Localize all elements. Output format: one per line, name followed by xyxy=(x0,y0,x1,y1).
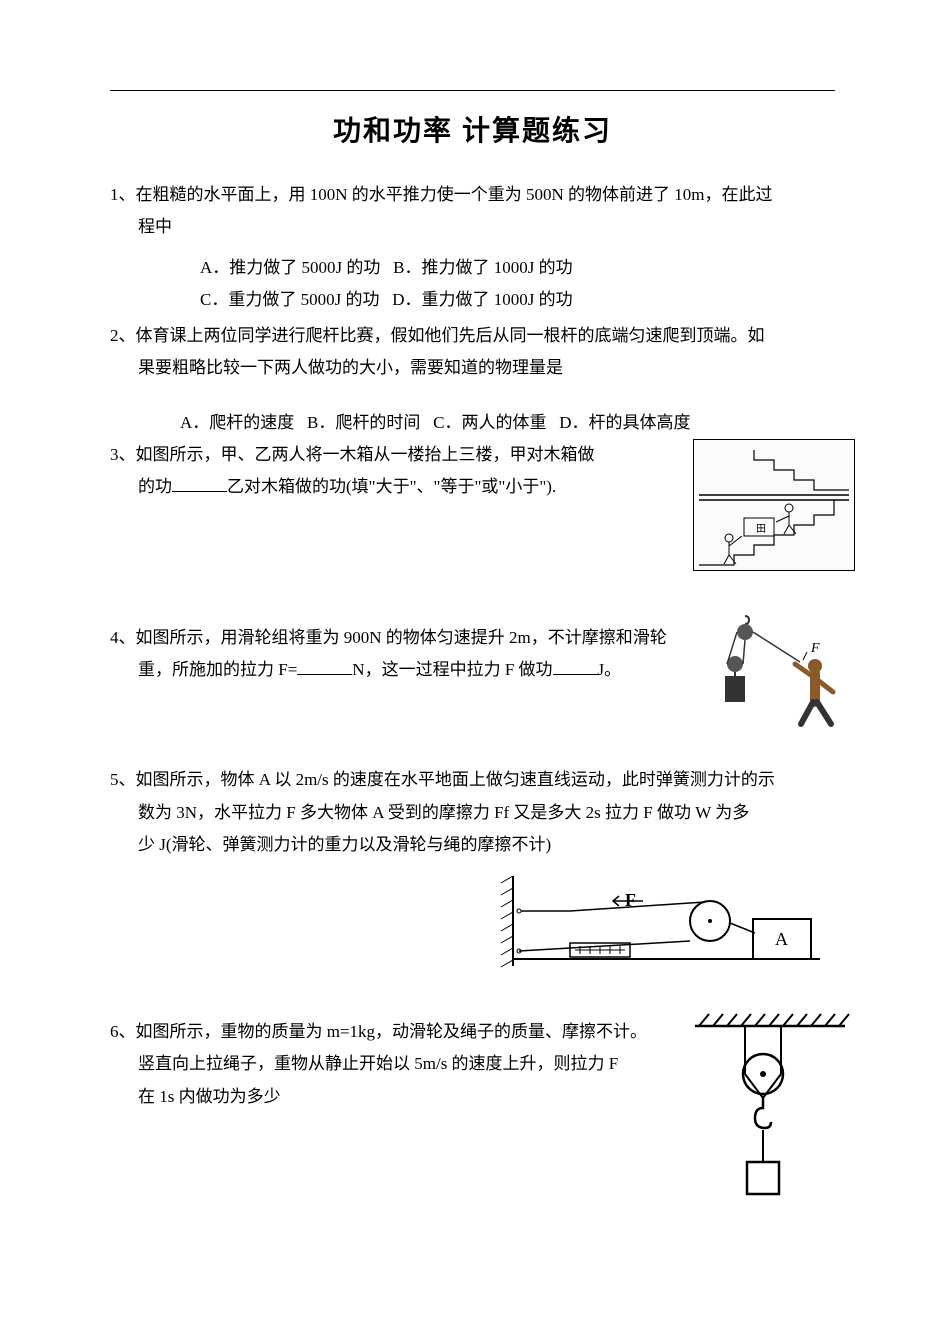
figure-horizontal-pulley-wrap: F A xyxy=(110,871,835,986)
q3-number: 3、 xyxy=(110,445,136,464)
q4-blank2 xyxy=(553,657,598,675)
q6-line2: 竖直向上拉绳子，重物从静止开始以 5m/s 的速度上升，则拉力 F xyxy=(110,1048,655,1080)
q2-optB: B．爬杆的时间 xyxy=(307,413,420,432)
q3-line1: 如图所示，甲、乙两人将一木箱从一楼抬上三楼，甲对木箱做 xyxy=(136,445,595,464)
question-5: 5、如图所示，物体 A 以 2m/s 的速度在水平地面上做匀速直线运动，此时弹簧… xyxy=(110,764,835,861)
q1-number: 1、 xyxy=(110,185,136,204)
question-3-wrap: 3、如图所示，甲、乙两人将一木箱从一楼抬上三楼，甲对木箱做 的功 乙对木箱做的功(… xyxy=(110,439,835,504)
q2-options: A．爬杆的速度 B．爬杆的时间 C．两人的体重 D．杆的具体高度 xyxy=(110,407,835,439)
q2-optC: C．两人的体重 xyxy=(433,413,546,432)
page: 功和功率 计算题练习 1、在粗糙的水平面上，用 100N 的水平推力使一个重为 … xyxy=(0,0,945,1336)
figure-pulley-man: F xyxy=(715,614,865,729)
pulley-man-icon: F xyxy=(715,614,865,729)
question-6-wrap: 6、如图所示，重物的质量为 m=1kg，动滑轮及绳子的质量、摩擦不计。 竖直向上… xyxy=(110,1016,835,1113)
horizontal-pulley-icon: F A xyxy=(495,871,825,981)
q4-number: 4、 xyxy=(110,628,136,647)
q2-optD: D．杆的具体高度 xyxy=(559,413,690,432)
q6-line1: 如图所示，重物的质量为 m=1kg，动滑轮及绳子的质量、摩擦不计。 xyxy=(136,1022,648,1041)
q1-options-row2: C．重力做了 5000J 的功 D．重力做了 1000J 的功 xyxy=(110,284,835,316)
q5-line3: 少 J(滑轮、弹簧测力计的重力以及滑轮与绳的摩擦不计) xyxy=(110,829,835,861)
q5-line2: 数为 3N，水平拉力 F 多大物体 A 受到的摩擦力 Ff 又是多大 2s 拉力… xyxy=(110,797,835,829)
q4-pre: 重，所施加的拉力 F= xyxy=(138,660,297,679)
q2-optA: A．爬杆的速度 xyxy=(180,413,294,432)
q4-blank1 xyxy=(297,657,352,675)
stairs-icon: 田 xyxy=(693,439,855,571)
q5-number: 5、 xyxy=(110,770,136,789)
q4-post: J。 xyxy=(598,660,622,679)
q1-options-row1: A．推力做了 5000J 的功 B．推力做了 1000J 的功 xyxy=(110,252,835,284)
q3-line2: 的功 乙对木箱做的功(填"大于"、"等于"或"小于"). xyxy=(110,471,655,503)
question-4-wrap: 4、如图所示，用滑轮组将重为 900N 的物体匀速提升 2m，不计摩擦和滑轮 重… xyxy=(110,622,835,687)
q3-pre: 的功 xyxy=(138,477,172,496)
figure-stairs: 田 xyxy=(693,439,855,576)
q3-post: 乙对木箱做的功(填"大于"、"等于"或"小于"). xyxy=(227,477,556,496)
q2-line2: 果要粗略比较一下两人做功的大小，需要知道的物理量是 xyxy=(110,352,835,384)
q1-line2: 程中 xyxy=(110,211,835,243)
q1-optC: C．重力做了 5000J 的功 xyxy=(200,290,379,309)
q6-number: 6、 xyxy=(110,1022,136,1041)
q2-number: 2、 xyxy=(110,326,136,345)
q4-line2: 重，所施加的拉力 F= N，这一过程中拉力 F 做功 J。 xyxy=(110,654,675,686)
document-title: 功和功率 计算题练习 xyxy=(110,109,835,149)
q1-line1: 在粗糙的水平面上，用 100N 的水平推力使一个重为 500N 的物体前进了 1… xyxy=(136,185,773,204)
vertical-pulley-icon xyxy=(685,1012,855,1202)
q3-blank xyxy=(172,474,227,492)
q6-line3: 在 1s 内做功为多少 xyxy=(110,1081,655,1113)
svg-text:田: 田 xyxy=(756,524,766,535)
q4-mid: N，这一过程中拉力 F 做功 xyxy=(352,660,552,679)
question-1: 1、在粗糙的水平面上，用 100N 的水平推力使一个重为 500N 的物体前进了… xyxy=(110,179,835,244)
q1-optA: A．推力做了 5000J 的功 xyxy=(200,258,380,277)
question-2: 2、体育课上两位同学进行爬杆比赛，假如他们先后从同一根杆的底端匀速爬到顶端。如 … xyxy=(110,320,835,385)
top-rule xyxy=(110,90,835,91)
q1-optB: B．推力做了 1000J 的功 xyxy=(393,258,572,277)
q4-line1: 如图所示，用滑轮组将重为 900N 的物体匀速提升 2m，不计摩擦和滑轮 xyxy=(136,628,667,647)
q5-line1: 如图所示，物体 A 以 2m/s 的速度在水平地面上做匀速直线运动，此时弹簧测力… xyxy=(136,770,775,789)
q1-optD: D．重力做了 1000J 的功 xyxy=(392,290,572,309)
q4-F-label: F xyxy=(810,641,820,656)
q5-A-label: A xyxy=(775,929,788,949)
figure-vertical-pulley xyxy=(685,1012,855,1202)
q2-line1: 体育课上两位同学进行爬杆比赛，假如他们先后从同一根杆的底端匀速爬到顶端。如 xyxy=(136,326,765,345)
